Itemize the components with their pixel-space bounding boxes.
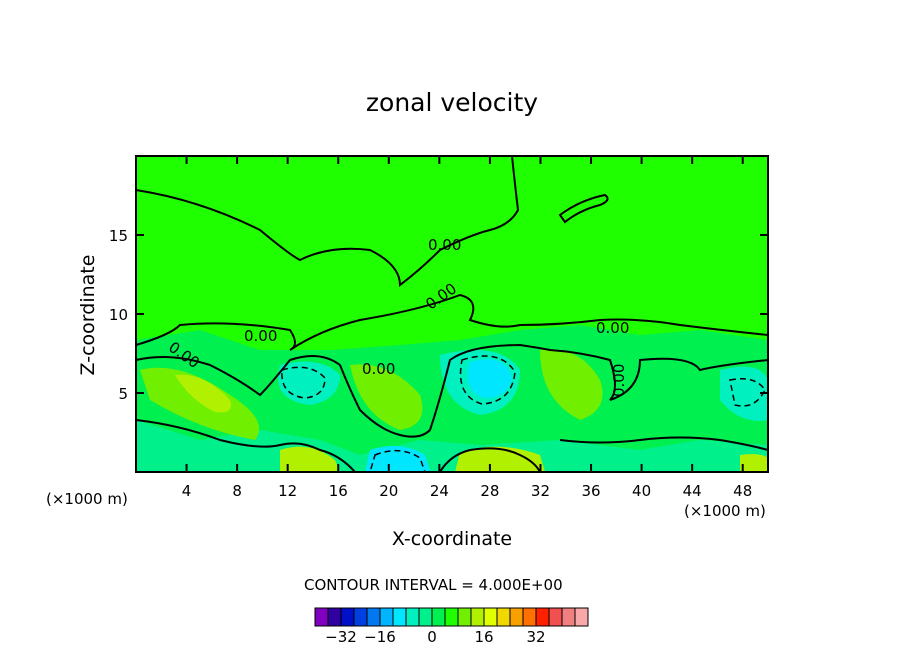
colorbar-swatch: [470, 607, 485, 627]
colorbar-swatch: [561, 607, 576, 627]
plot-area: 0.00 0.00 0.00 0.00 0.00 0.00 0.00: [135, 155, 769, 473]
x-tick-label: 4: [182, 482, 192, 500]
colorbar-swatch: [340, 607, 355, 627]
colorbar-tick-label: 32: [526, 628, 545, 646]
contour-line-bottom-2: [439, 447, 541, 473]
colorbar: −32 −16 0 16 32: [314, 607, 589, 646]
region-neg-1: [278, 361, 340, 405]
colorbar-swatch: [509, 607, 524, 627]
x-tick-label: 36: [581, 482, 600, 500]
contour-line-low: [135, 343, 769, 438]
colorbar-tick-label: 0: [427, 628, 437, 646]
colorbar-swatch: [444, 607, 459, 627]
contour-dashed-2: [459, 355, 516, 405]
chart-title: zonal velocity: [365, 88, 539, 117]
region-neg-4: [365, 446, 430, 472]
region-neg-3: [467, 359, 512, 398]
colorbar-swatch: [483, 607, 498, 627]
colorbar-swatch: [314, 607, 329, 627]
contour-label: 0.00: [428, 236, 461, 254]
x-tick-label: 28: [480, 482, 499, 500]
colorbar-swatch: [405, 607, 420, 627]
colorbar-swatch: [418, 607, 433, 627]
colorbar-swatch: [431, 607, 446, 627]
region-pos-4: [540, 349, 603, 420]
contour-label: 0.00: [596, 319, 629, 337]
region-pos-7: [740, 454, 768, 472]
colorbar-swatch: [535, 607, 550, 627]
x-tick-label: 44: [683, 482, 702, 500]
x-tick-label: 24: [430, 482, 449, 500]
x-tick-label: 40: [632, 482, 651, 500]
x-tick-label: 16: [329, 482, 348, 500]
x-axis: 4 8 12 16 20 24 28 32 36 40 44 48: [182, 156, 752, 500]
region-pos-5: [455, 446, 545, 472]
contour-dashed-4: [729, 378, 766, 407]
colorbar-swatch: [366, 607, 381, 627]
contour-label: 0.00: [610, 364, 628, 397]
contour-interval: CONTOUR INTERVAL = 4.000E+00: [304, 576, 563, 594]
x-unit-left: (×1000 m): [46, 490, 128, 508]
region-pos-3: [350, 364, 423, 430]
colorbar-swatch: [548, 607, 563, 627]
colorbar-swatch: [574, 607, 589, 627]
contour-line-upper: [135, 155, 520, 287]
colorbar-swatch: [353, 607, 368, 627]
region-pos-6: [280, 446, 340, 472]
colorbar-swatch: [457, 607, 472, 627]
contour-dashed-3: [368, 449, 427, 473]
contour-line-bottom: [135, 419, 356, 473]
y-tick-label: 10: [109, 306, 128, 324]
y-axis: 5 10 15: [109, 227, 768, 403]
colorbar-swatch: [379, 607, 394, 627]
colorbar-tick-label: −16: [364, 628, 396, 646]
x-tick-label: 32: [531, 482, 550, 500]
x-tick-label: 12: [278, 482, 297, 500]
contour-dashed-1: [281, 366, 326, 399]
contour-label: 0.00: [362, 360, 395, 378]
contour-line-mid: [135, 293, 769, 351]
colorbar-swatch: [327, 607, 342, 627]
contour-line-bottom-3: [559, 436, 769, 451]
region-pos-1: [140, 367, 260, 440]
region-pos-2: [175, 374, 231, 413]
colorbar-swatch: [392, 607, 407, 627]
x-tick-label: 8: [232, 482, 242, 500]
x-tick-label: 48: [733, 482, 752, 500]
colorbar-tick-label: 16: [474, 628, 493, 646]
contour-line-island: [558, 193, 609, 224]
colorbar-tick-label: −32: [325, 628, 357, 646]
y-tick-label: 15: [109, 227, 128, 245]
y-tick-label: 5: [118, 385, 128, 403]
x-tick-label: 20: [379, 482, 398, 500]
x-axis-label: X-coordinate: [391, 528, 513, 550]
colorbar-swatch: [522, 607, 537, 627]
contour-label: 0.00: [244, 327, 277, 345]
y-axis-label: Z-coordinate: [77, 254, 99, 376]
x-unit-right: (×1000 m): [684, 502, 766, 520]
colorbar-swatch: [496, 607, 511, 627]
